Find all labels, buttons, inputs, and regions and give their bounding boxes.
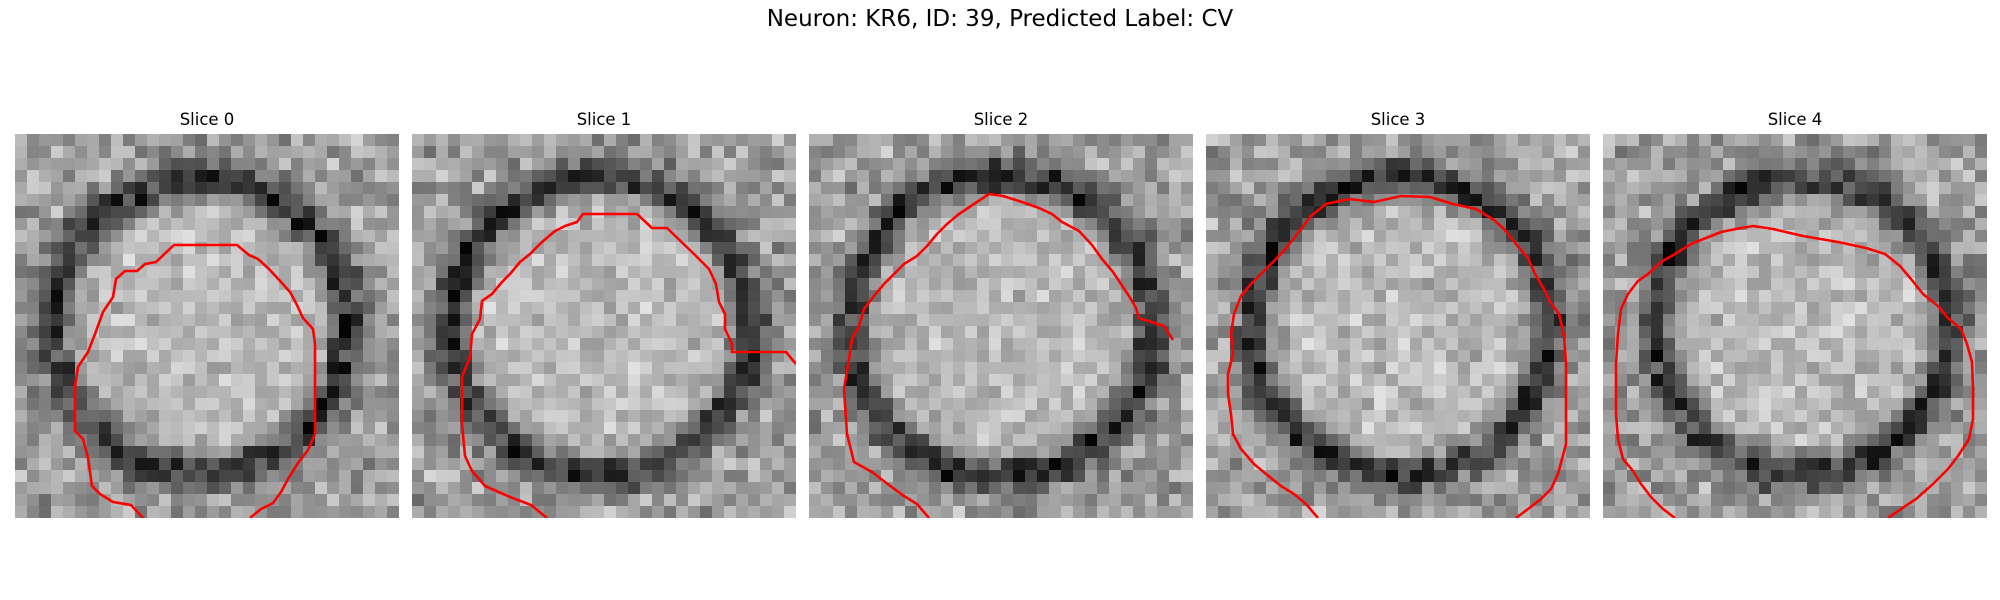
slice-texture — [1603, 134, 1987, 518]
slice-image — [809, 134, 1193, 518]
slice-panel-1: Slice 1 — [412, 108, 796, 518]
slice-image — [15, 134, 399, 518]
slice-panel-2: Slice 2 — [809, 108, 1193, 518]
slice-title: Slice 2 — [973, 110, 1029, 129]
segmentation-contour — [1226, 194, 1568, 518]
slice-image — [1603, 134, 1987, 518]
segmentation-contour — [1614, 224, 1975, 518]
slice-image — [412, 134, 796, 518]
slice-texture — [809, 134, 1193, 518]
slice-title: Slice 1 — [576, 110, 632, 129]
slice-texture — [1206, 134, 1590, 518]
segmentation-contour — [73, 243, 317, 518]
slice-title: Slice 0 — [179, 110, 235, 129]
slice-panel-4: Slice 4 — [1603, 108, 1987, 518]
slice-image — [1206, 134, 1590, 518]
slice-panel-0: Slice 0 — [15, 108, 399, 518]
segmentation-contour — [842, 192, 1175, 518]
figure-title: Neuron: KR6, ID: 39, Predicted Label: CV — [766, 6, 1234, 32]
slice-title: Slice 3 — [1370, 110, 1426, 129]
slice-panel-3: Slice 3 — [1206, 108, 1590, 518]
segmentation-contour — [460, 212, 796, 518]
slice-texture — [15, 134, 399, 518]
slice-texture — [412, 134, 796, 518]
slice-title: Slice 4 — [1767, 110, 1823, 129]
